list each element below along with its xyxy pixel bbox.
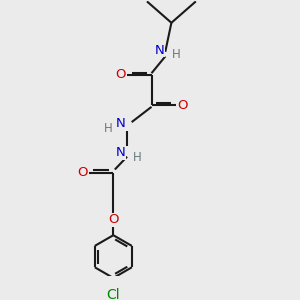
Text: N: N (155, 44, 165, 57)
Text: H: H (104, 122, 113, 135)
Text: O: O (178, 99, 188, 112)
Text: N: N (116, 117, 126, 130)
Text: H: H (133, 151, 141, 164)
Text: O: O (115, 68, 126, 81)
Text: O: O (108, 213, 119, 226)
Text: H: H (172, 48, 180, 62)
Text: N: N (116, 146, 126, 159)
Text: Cl: Cl (106, 287, 120, 300)
Text: O: O (77, 166, 87, 179)
